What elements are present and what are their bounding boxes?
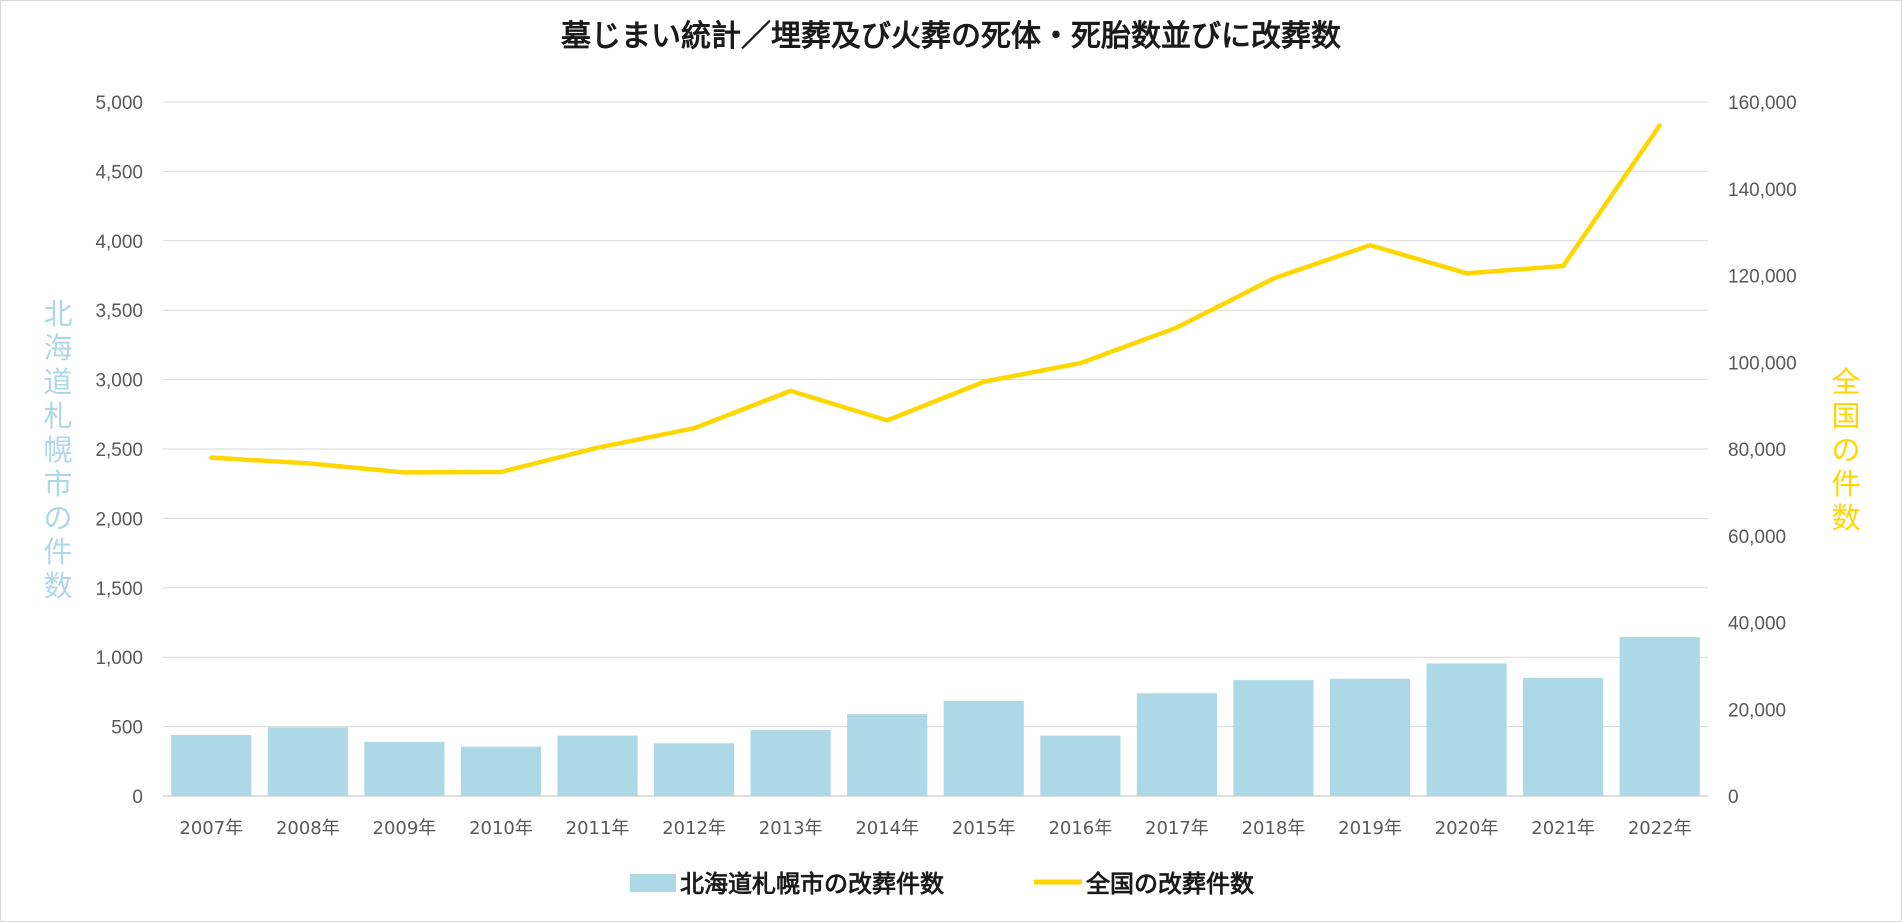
x-tick-label: 2009年 bbox=[373, 818, 437, 839]
right-tick-label: 0 bbox=[1728, 787, 1739, 808]
left-axis-ticks: 0 500 1,000 1,500 2,000 2,500 3,000 3,500 4,000 4… bbox=[95, 93, 143, 808]
left-axis-label: 北海道札幌市の件数 bbox=[43, 297, 72, 603]
axis-label-text: 全国の件数 bbox=[1831, 365, 1860, 535]
left-tick-label: 5,000 bbox=[95, 93, 143, 114]
left-tick-label: 2,000 bbox=[95, 509, 143, 530]
bar bbox=[460, 746, 542, 796]
right-tick-label: 100,000 bbox=[1728, 353, 1797, 374]
line-series bbox=[209, 123, 1662, 475]
bar bbox=[1426, 663, 1507, 796]
left-tick-label: 4,000 bbox=[95, 232, 143, 253]
right-axis-ticks: 0 20,000 40,000 60,000 80,000 100,000 120,000 1… bbox=[1728, 93, 1797, 808]
right-tick-label: 140,000 bbox=[1728, 180, 1797, 201]
left-tick-label: 500 bbox=[111, 718, 143, 739]
left-tick-label: 2,500 bbox=[95, 440, 143, 461]
bar bbox=[267, 727, 348, 796]
right-tick-label: 20,000 bbox=[1728, 700, 1786, 721]
left-tick-label: 0 bbox=[132, 787, 143, 808]
series-line bbox=[209, 123, 1662, 475]
legend: 北海道札幌市の改葬件数 全国の改葬件数 bbox=[630, 870, 1255, 898]
left-tick-label: 3,500 bbox=[95, 301, 143, 322]
left-tick-label: 3,000 bbox=[95, 371, 143, 392]
legend-label-bar: 北海道札幌市の改葬件数 bbox=[680, 870, 945, 898]
bar-series bbox=[171, 637, 1700, 796]
bar bbox=[171, 734, 252, 796]
axis-label-text: 北海道札幌市の件数 bbox=[43, 297, 72, 603]
bar bbox=[1233, 680, 1314, 796]
right-tick-label: 40,000 bbox=[1728, 614, 1786, 635]
bar bbox=[1523, 678, 1604, 796]
x-tick-label: 2007年 bbox=[179, 818, 243, 839]
bar bbox=[750, 730, 831, 796]
x-tick-label: 2012年 bbox=[662, 818, 726, 839]
x-tick-label: 2017年 bbox=[1145, 818, 1209, 839]
right-tick-label: 60,000 bbox=[1728, 527, 1786, 548]
x-tick-label: 2022年 bbox=[1628, 818, 1692, 839]
x-tick-label: 2008年 bbox=[276, 818, 340, 839]
x-tick-label: 2013年 bbox=[759, 818, 823, 839]
left-tick-label: 1,500 bbox=[95, 579, 143, 600]
bar bbox=[847, 714, 928, 796]
bar bbox=[557, 735, 638, 796]
bar bbox=[1329, 678, 1411, 796]
x-tick-label: 2019年 bbox=[1338, 818, 1402, 839]
left-tick-label: 1,000 bbox=[95, 648, 143, 669]
bar bbox=[654, 743, 735, 796]
legend-label-line: 全国の改葬件数 bbox=[1085, 870, 1255, 898]
x-tick-label: 2015年 bbox=[952, 818, 1016, 839]
x-axis-ticks: 2007年 2008年 2009年 2010年 2011年 2012年 2013年 2014年… bbox=[179, 818, 1691, 839]
x-tick-label: 2021年 bbox=[1531, 818, 1595, 839]
x-tick-label: 2011年 bbox=[566, 818, 630, 839]
left-tick-label: 4,500 bbox=[95, 162, 143, 183]
bar bbox=[364, 741, 445, 796]
x-tick-label: 2014年 bbox=[855, 818, 919, 839]
bar bbox=[1040, 735, 1121, 796]
x-tick-label: 2016年 bbox=[1048, 818, 1112, 839]
right-tick-label: 120,000 bbox=[1728, 267, 1797, 288]
x-tick-label: 2010年 bbox=[469, 818, 533, 839]
x-tick-label: 2020年 bbox=[1435, 818, 1499, 839]
right-tick-label: 80,000 bbox=[1728, 440, 1786, 461]
bar bbox=[943, 700, 1024, 796]
chart-title: 墓じまい統計／埋葬及び火葬の死体・死胎数並びに改葬数 bbox=[560, 19, 1342, 54]
legend-swatch-bar bbox=[630, 874, 676, 892]
bar bbox=[1619, 637, 1700, 796]
right-axis-label: 全国の件数 bbox=[1831, 365, 1860, 535]
bar bbox=[1136, 693, 1217, 796]
x-tick-label: 2018年 bbox=[1242, 818, 1306, 839]
right-tick-label: 160,000 bbox=[1728, 93, 1797, 114]
